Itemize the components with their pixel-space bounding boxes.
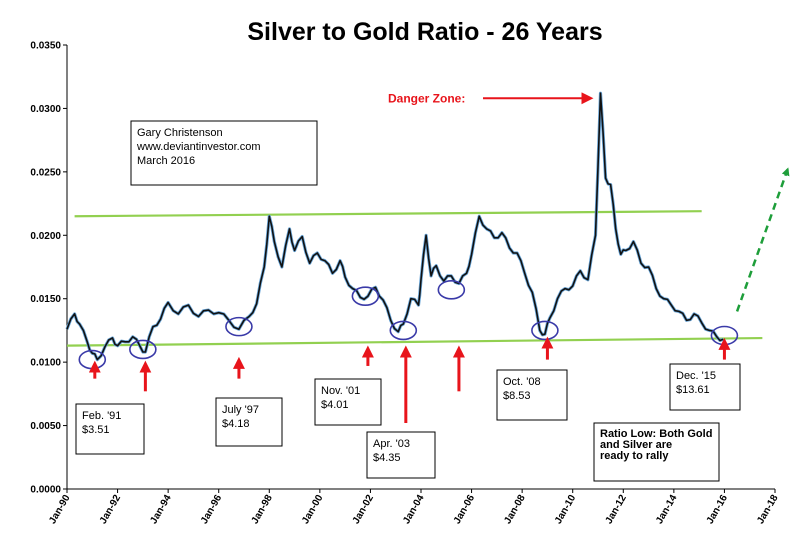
lower-trend-line — [66, 336, 763, 347]
danger-zone-label: Danger Zone: — [388, 91, 465, 105]
note-text-dec-15: $13.61 — [676, 384, 710, 396]
y-tick-label: 0.0200 — [30, 231, 61, 242]
x-tick-label: Jan-14 — [654, 493, 680, 526]
y-tick-label: 0.0050 — [30, 421, 61, 432]
x-tick-label: Jan-16 — [705, 493, 731, 526]
x-tick-label: Jan-08 — [502, 493, 528, 526]
note-text-ratio-low: and Silver are — [600, 439, 672, 451]
projection-arrow — [735, 167, 790, 312]
note-box-ratio-low — [593, 422, 720, 482]
note-text-apr-03: $4.35 — [373, 452, 401, 464]
x-tick-label: Jan-94 — [148, 493, 174, 526]
ratio-low-ellipse — [389, 320, 418, 341]
chart-title: Silver to Gold Ratio - 26 Years — [247, 18, 602, 46]
x-tick-label: Jan-04 — [401, 493, 427, 526]
x-tick-label: Jan-96 — [199, 493, 225, 526]
y-tick-label: 0.0250 — [30, 167, 61, 178]
note-text-author: March 2016 — [137, 155, 195, 167]
note-text-july-97: July '97 — [222, 404, 259, 416]
note-box-july-97 — [215, 397, 283, 447]
note-text-feb-91: Feb. '91 — [82, 410, 121, 422]
note-text-oct-08: Oct. '08 — [503, 376, 541, 388]
note-box-feb-91 — [75, 403, 145, 455]
note-text-ratio-low: Ratio Low: Both Gold — [600, 428, 712, 440]
note-text-nov-01: $4.01 — [321, 399, 349, 411]
note-text-author: Gary Christenson — [137, 127, 223, 139]
y-tick-label: 0.0350 — [30, 41, 61, 52]
y-tick-label: 0.0100 — [30, 358, 61, 369]
note-text-july-97: $4.18 — [222, 418, 250, 430]
note-text-oct-08: $8.53 — [503, 390, 531, 402]
x-tick-label: Jan-92 — [98, 493, 124, 526]
x-tick-label: Jan-18 — [755, 493, 781, 526]
note-text-apr-03: Apr. '03 — [373, 438, 410, 450]
note-box-dec-15 — [669, 363, 741, 411]
x-tick-label: Jan-02 — [351, 493, 377, 526]
y-tick-label: 0.0300 — [30, 104, 61, 115]
note-box-nov-01 — [314, 378, 382, 426]
note-text-feb-91: $3.51 — [82, 424, 110, 436]
x-tick-label: Jan-12 — [604, 493, 630, 526]
ratio-low-ellipse — [225, 316, 253, 337]
ratio-low-ellipse — [129, 339, 157, 360]
note-box-oct-08 — [496, 369, 568, 421]
note-text-dec-15: Dec. '15 — [676, 370, 716, 382]
note-text-author: www.deviantinvestor.com — [136, 141, 261, 153]
x-tick-label: Jan-10 — [553, 493, 579, 526]
x-tick-label: Jan-00 — [300, 493, 326, 526]
note-text-ratio-low: ready to rally — [600, 450, 669, 462]
ratio-low-ellipse — [437, 280, 466, 300]
series-line — [66, 92, 724, 361]
y-tick-label: 0.0150 — [30, 294, 61, 305]
note-box-apr-03 — [366, 431, 436, 479]
note-box-author — [130, 120, 318, 186]
x-tick-label: Jan-06 — [452, 493, 478, 526]
ratio-low-ellipse — [351, 286, 380, 306]
x-tick-label: Jan-90 — [47, 493, 73, 526]
upper-trend-line — [74, 210, 702, 218]
x-tick-label: Jan-98 — [250, 493, 276, 526]
y-tick-label: 0.0000 — [30, 485, 61, 496]
note-text-nov-01: Nov. '01 — [321, 385, 360, 397]
